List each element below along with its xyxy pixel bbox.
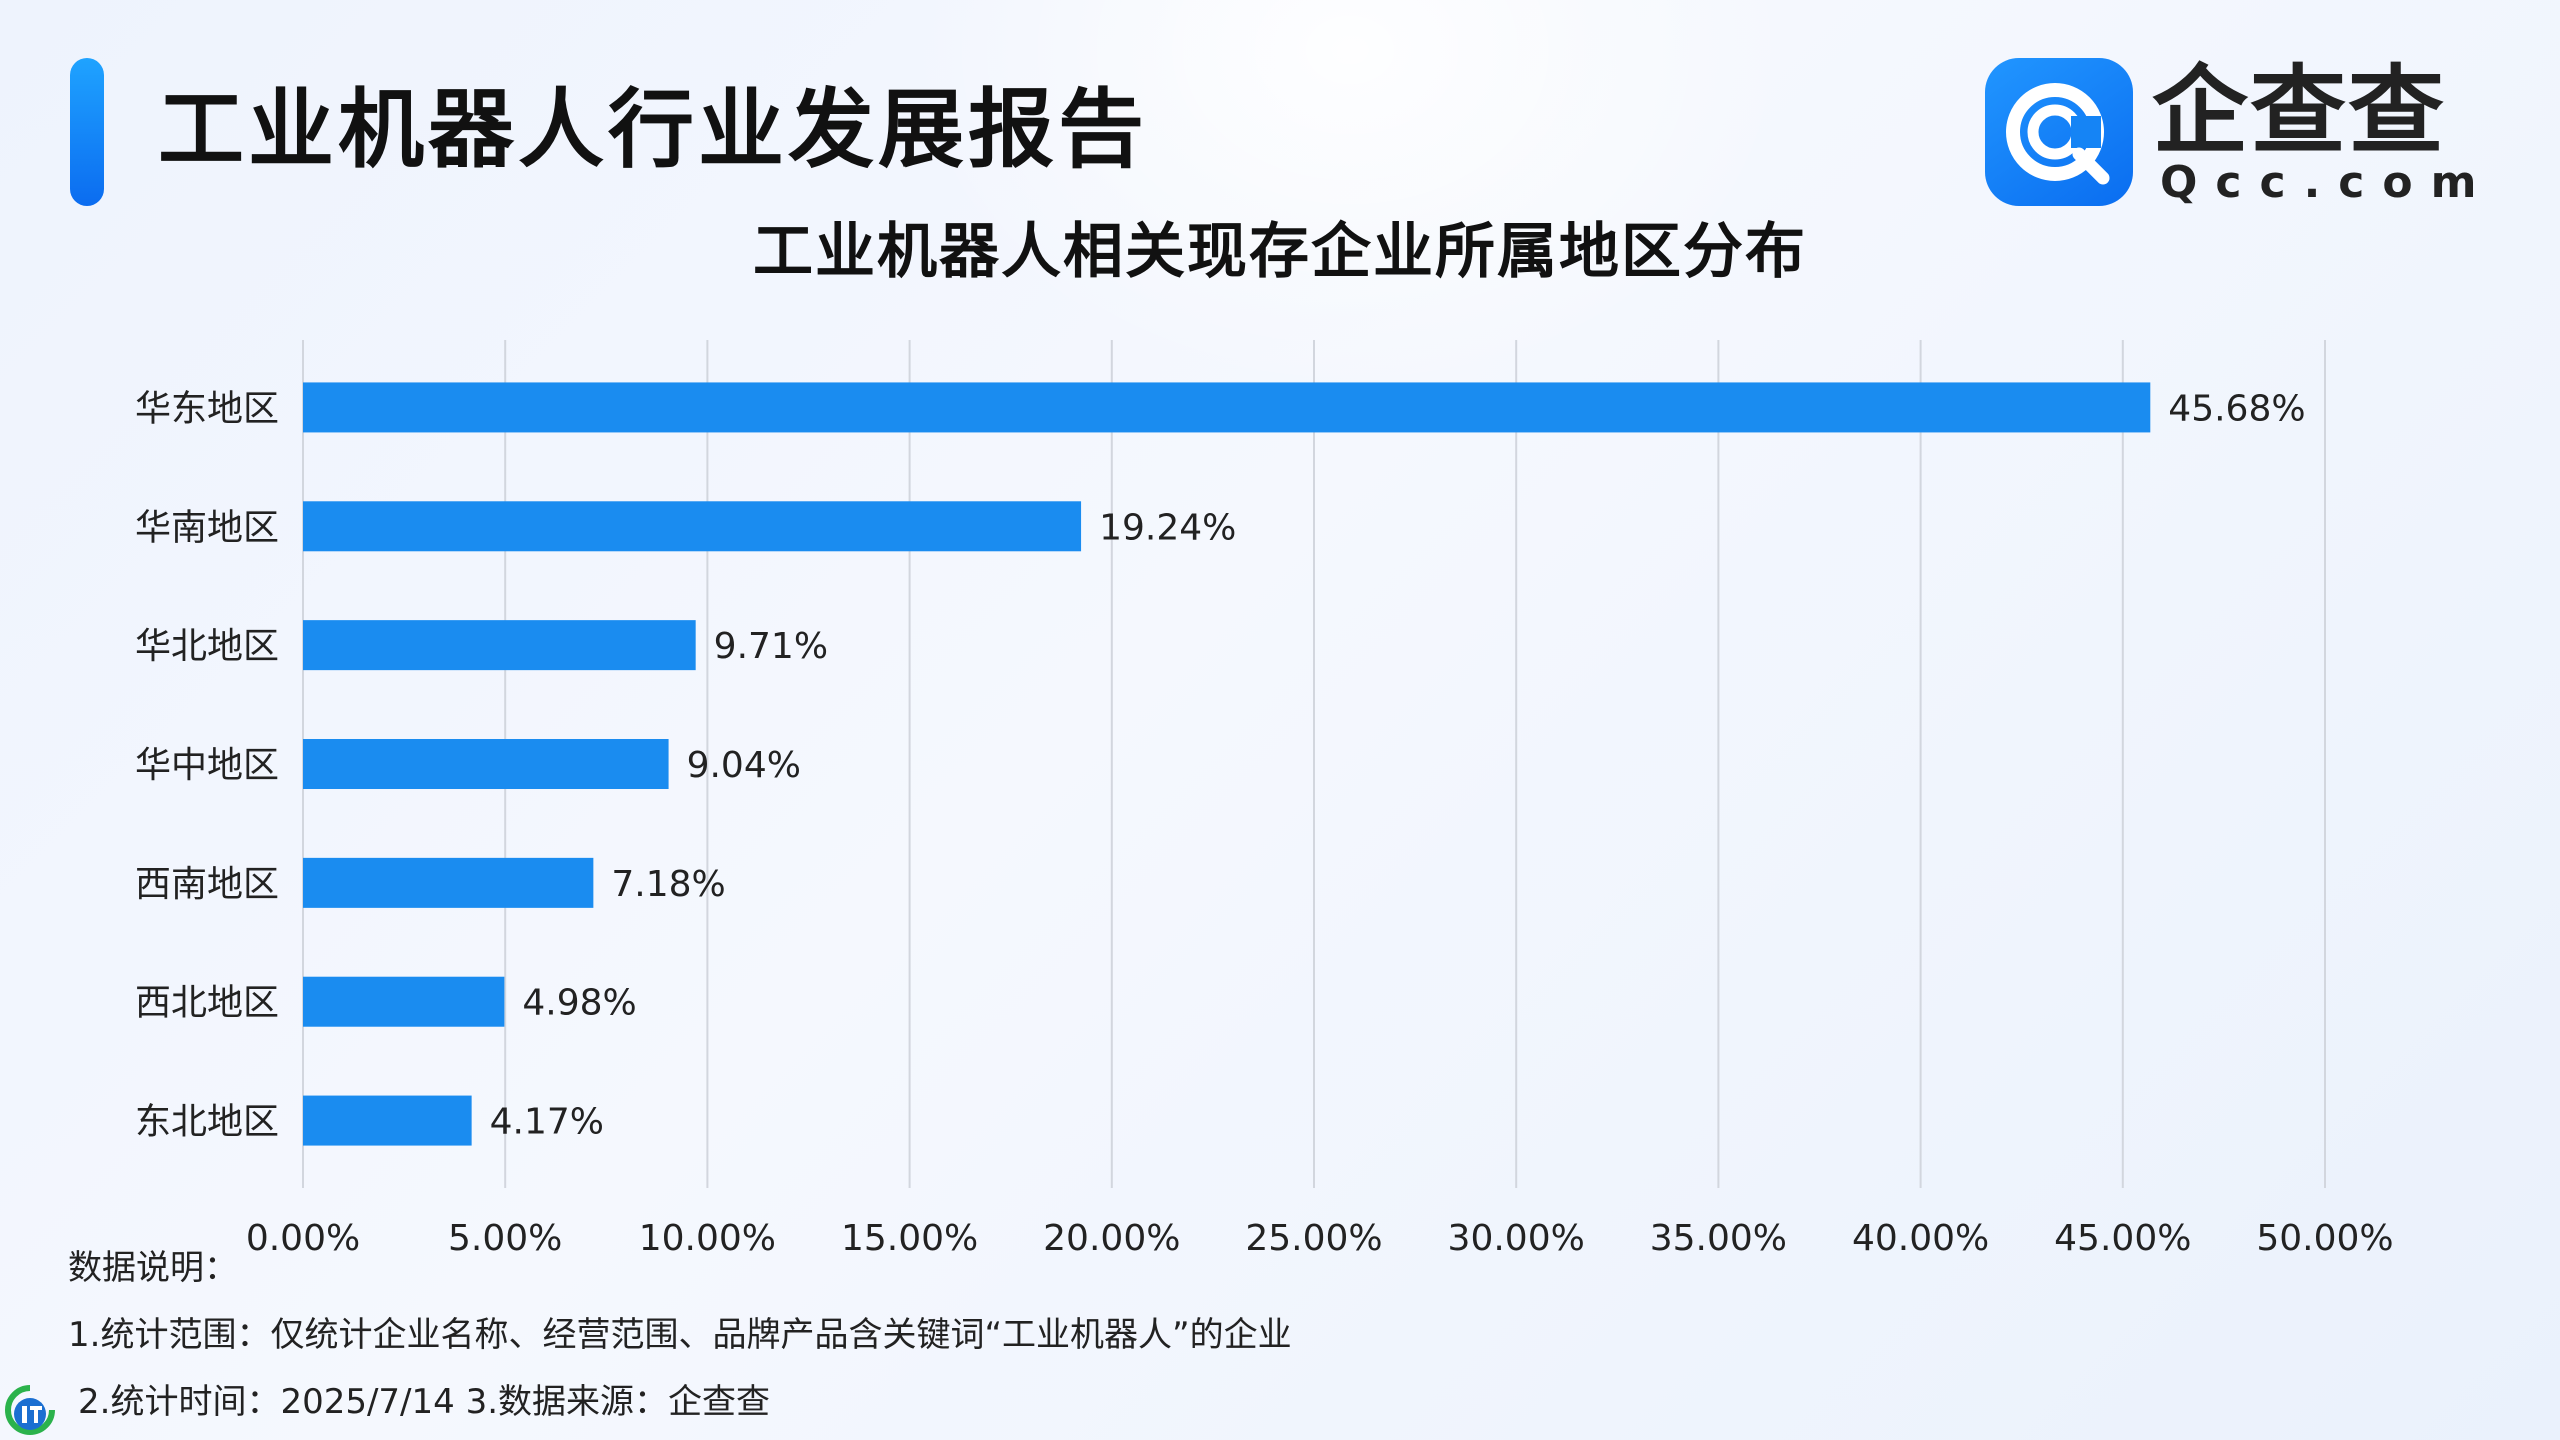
x-tick-label: 50.00% (2256, 1218, 2393, 1259)
ithome-logo-icon (4, 1384, 56, 1436)
notes-time-source: 2.统计时间：2025/7/14 3.数据来源：企查查 (78, 1382, 771, 1422)
bar (303, 857, 594, 908)
x-tick-label: 0.00% (246, 1218, 360, 1259)
x-tick-label: 20.00% (1043, 1218, 1180, 1259)
bar (303, 382, 2151, 433)
category-label: 华南地区 (135, 507, 279, 548)
x-tick-label: 10.00% (639, 1218, 776, 1259)
category-label: 东北地区 (135, 1102, 279, 1143)
x-tick-label: 40.00% (1852, 1218, 1989, 1259)
report-title: 工业机器人行业发展报告 (158, 80, 1148, 180)
category-label: 西南地区 (135, 864, 279, 905)
brand-name: 企查查 (2152, 55, 2446, 167)
qcc-logo-icon[interactable] (1985, 58, 2133, 206)
bar (303, 620, 696, 671)
category-label: 西北地区 (135, 983, 279, 1024)
value-label: 19.24% (1099, 507, 1236, 548)
x-tick-label: 15.00% (841, 1218, 978, 1259)
notes-heading: 数据说明： (68, 1248, 238, 1288)
bar (303, 976, 505, 1027)
bar (303, 739, 669, 789)
category-label: 华中地区 (135, 745, 279, 786)
bar (303, 501, 1082, 552)
x-tick-label: 5.00% (448, 1218, 562, 1259)
bar-chart: 0.00% 5.00% 10.00% 15.00% 20.00% 25.00% 30.00%… (135, 340, 2394, 1259)
value-label: 4.98% (522, 983, 636, 1024)
category-label: 华北地区 (135, 626, 279, 667)
chart-title: 工业机器人相关现存企业所属地区分布 (753, 217, 1807, 287)
value-label: 4.17% (490, 1102, 604, 1143)
x-tick-label: 45.00% (2054, 1218, 2191, 1259)
notes-scope: 1.统计范围：仅统计企业名称、经营范围、品牌产品含关键词“工业机器人”的企业 (68, 1315, 1292, 1355)
bar (303, 1095, 472, 1146)
value-label: 9.04% (687, 745, 801, 786)
value-label: 7.18% (611, 864, 725, 905)
brand-url: Qcc.com (2160, 157, 2495, 208)
category-label: 华东地区 (135, 388, 279, 429)
value-label: 45.68% (2168, 388, 2305, 429)
title-accent-bar (70, 58, 104, 206)
x-tick-label: 35.00% (1650, 1218, 1787, 1259)
x-tick-label: 25.00% (1245, 1218, 1382, 1259)
value-label: 9.71% (714, 626, 828, 667)
x-tick-label: 30.00% (1448, 1218, 1585, 1259)
